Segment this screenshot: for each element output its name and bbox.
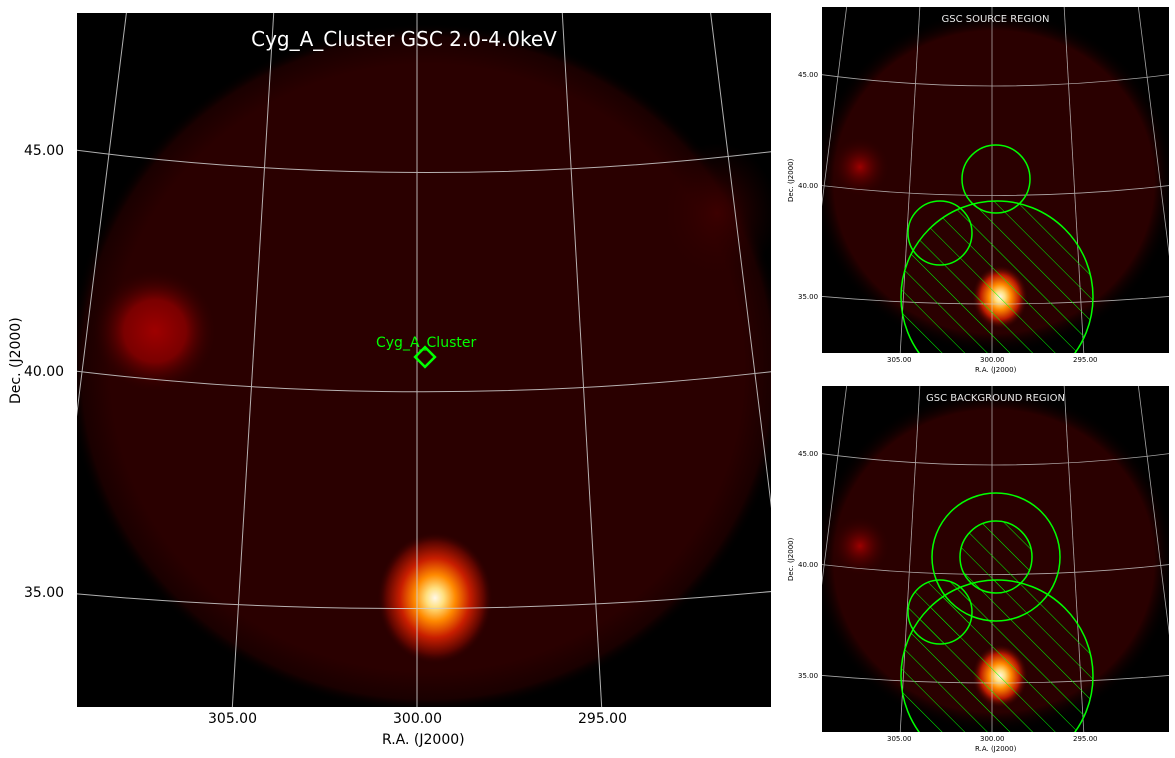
source-y-tick-45: 45.00 <box>798 71 819 79</box>
background-region-svg <box>822 386 1169 732</box>
source-x-tick-295: 295.00 <box>1073 356 1098 364</box>
main-x-tick-295: 295.00 <box>578 711 627 727</box>
source-x-axis-label: R.A. (J2000) <box>975 366 1017 374</box>
source-x-tick-300: 300.00 <box>980 356 1005 364</box>
background-annulus-outer[interactable] <box>931 492 1061 622</box>
source-marker-diamond[interactable] <box>413 345 437 369</box>
main-y-tick-40: 40.00 <box>24 364 65 380</box>
source-y-tick-40: 40.00 <box>798 182 819 190</box>
coordinate-grid <box>77 13 771 707</box>
emission-blob-right <box>657 143 771 283</box>
main-x-tick-300: 300.00 <box>393 711 442 727</box>
source-region-panel[interactable]: GSC SOURCE REGION <box>822 7 1169 353</box>
source-region-circle[interactable] <box>900 200 1094 353</box>
exclusion-circle-left[interactable] <box>907 200 973 266</box>
background-region-panel[interactable]: GSC BACKGROUND REGION <box>822 386 1169 732</box>
background-y-axis-label: Dec. (J2000) <box>787 537 795 581</box>
bright-source-cygnus-a <box>377 532 493 664</box>
main-y-axis-label: Dec. (J2000) <box>8 317 24 404</box>
background-x-tick-300: 300.00 <box>980 735 1005 743</box>
main-x-axis-label: R.A. (J2000) <box>382 732 465 748</box>
main-image-svg <box>77 13 771 707</box>
emission-blob-left <box>830 516 890 576</box>
main-y-tick-35: 35.00 <box>24 585 65 601</box>
main-x-tick-305: 305.00 <box>208 711 257 727</box>
background-y-tick-40: 40.00 <box>798 561 819 569</box>
source-regions <box>900 144 1094 353</box>
background-y-tick-35: 35.00 <box>798 672 819 680</box>
background-x-tick-295: 295.00 <box>1073 735 1098 743</box>
background-panel-title: GSC BACKGROUND REGION <box>926 393 1065 404</box>
background-annulus-inner[interactable] <box>959 520 1033 594</box>
source-label: Cyg_A_Cluster <box>376 335 477 351</box>
source-x-tick-305: 305.00 <box>887 356 912 364</box>
source-panel-title: GSC SOURCE REGION <box>941 14 1050 25</box>
source-region-svg <box>822 7 1169 353</box>
emission-blob-left <box>93 269 217 393</box>
background-regions <box>900 492 1094 732</box>
main-image-panel[interactable]: Cyg_A_Cluster GSC 2.0-4.0keV Cyg_A_Clust… <box>77 13 771 707</box>
emission-blob-left <box>830 137 890 197</box>
background-y-tick-45: 45.00 <box>798 450 819 458</box>
exclusion-circle-left[interactable] <box>907 579 973 645</box>
background-x-tick-305: 305.00 <box>887 735 912 743</box>
main-y-tick-45: 45.00 <box>24 143 65 159</box>
source-y-tick-35: 35.00 <box>798 293 819 301</box>
main-title: Cyg_A_Cluster GSC 2.0-4.0keV <box>251 27 557 51</box>
source-y-axis-label: Dec. (J2000) <box>787 158 795 202</box>
exclusion-circle-top[interactable] <box>961 144 1031 214</box>
background-x-axis-label: R.A. (J2000) <box>975 745 1017 753</box>
